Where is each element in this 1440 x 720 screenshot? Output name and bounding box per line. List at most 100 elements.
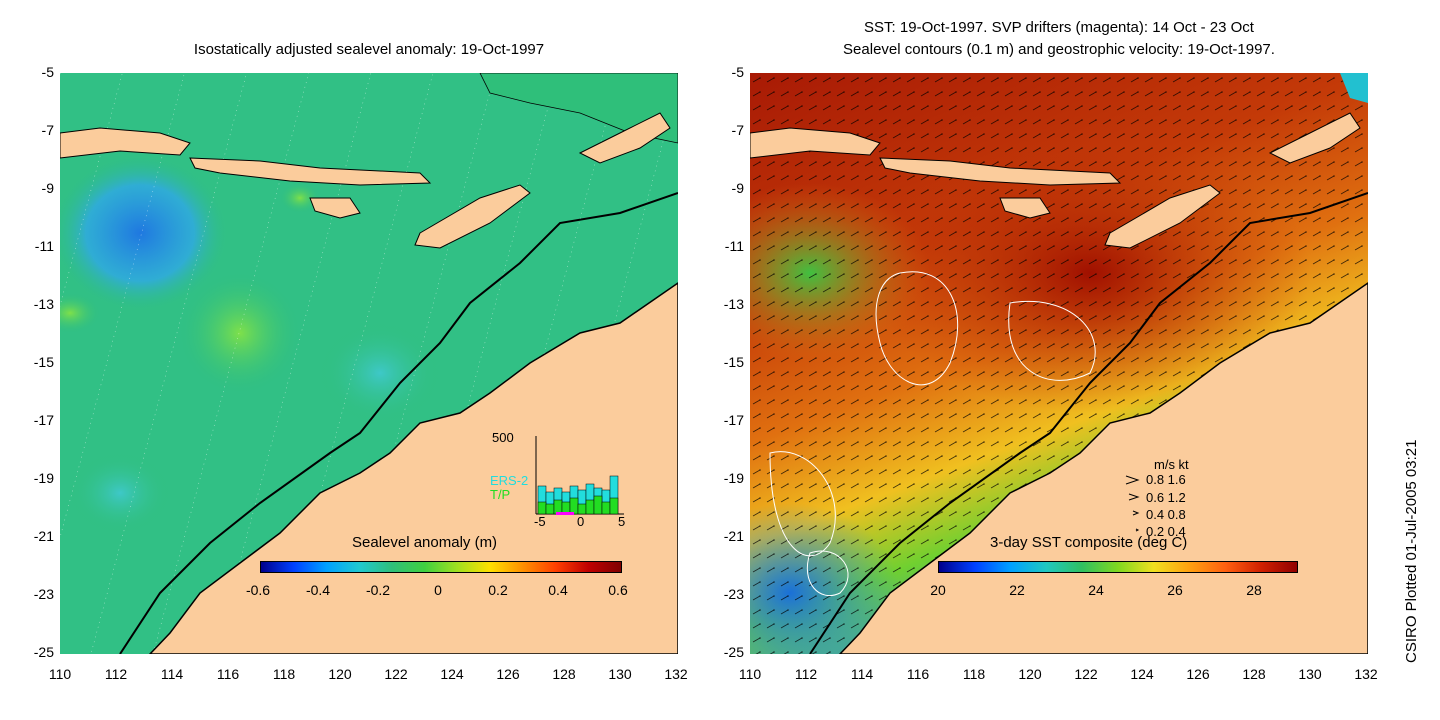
velocity-legend-row: 0.8 1.6: [1146, 472, 1186, 487]
y-tick: -21: [33, 528, 54, 544]
x-tick: 112: [794, 666, 818, 682]
sealevel-contour: [875, 271, 959, 386]
x-tick: 128: [1242, 666, 1266, 682]
colorbar-label: -0.2: [365, 582, 391, 598]
sumba-land: [999, 197, 1051, 219]
sealevel-anomaly-map: [60, 73, 678, 654]
y-tick: -15: [723, 354, 744, 370]
x-tick: 128: [552, 666, 576, 682]
y-tick: -5: [731, 64, 744, 80]
histogram-series-tp: T/P: [490, 487, 511, 502]
y-tick: -15: [33, 354, 54, 370]
velocity-legend-row: 0.4 0.8: [1146, 507, 1186, 522]
timor-land: [414, 184, 531, 249]
y-tick: -11: [724, 238, 744, 254]
x-tick: 112: [104, 666, 128, 682]
colorbar-label: 0.2: [488, 582, 508, 598]
y-tick: -7: [731, 122, 744, 138]
x-tick: 132: [1354, 666, 1378, 682]
nusa-tenggara-land: [189, 157, 432, 186]
sealevel-contour: [806, 550, 849, 597]
y-tick: -23: [723, 586, 744, 602]
nusa-tenggara-land: [879, 157, 1122, 186]
y-tick: -9: [41, 180, 54, 196]
x-tick: 116: [906, 666, 930, 682]
y-tick: -23: [33, 586, 54, 602]
sealevel-contour: [769, 451, 836, 557]
sumba-land: [309, 197, 361, 219]
y-tick: -13: [723, 296, 744, 312]
colorbar-label: -0.4: [305, 582, 331, 598]
shelf-contour: [119, 192, 678, 654]
histogram-x-label: -5: [534, 514, 546, 529]
y-tick: -25: [723, 644, 744, 660]
colorbar-label: 0.6: [608, 582, 628, 598]
colorbar-label: 24: [1088, 582, 1104, 598]
x-tick: 118: [962, 666, 986, 682]
colorbar-title: Sealevel anomaly (m): [352, 534, 498, 551]
velocity-legend-row: 0.6 1.2: [1146, 490, 1186, 505]
x-tick: 114: [160, 666, 184, 682]
shelf-contour: [809, 192, 1368, 654]
sst-panel: SST: 19-Oct-1997. SVP drifters (magenta)…: [700, 0, 1400, 720]
x-tick: 120: [328, 666, 352, 682]
x-tick: 114: [850, 666, 874, 682]
colorbar-label: 22: [1009, 582, 1025, 598]
x-tick: 132: [664, 666, 688, 682]
sst-cloud-gap: [1340, 73, 1368, 103]
sealevel-anomaly-panel: Isostatically adjusted sealevel anomaly:…: [33, 41, 688, 682]
plot-credit: CSIRO Plotted 01-Jul-2005 03:21: [1403, 439, 1420, 663]
y-tick: -9: [731, 180, 744, 196]
velocity-legend-row: 0.2 0.4: [1146, 524, 1186, 539]
y-tick: -13: [33, 296, 54, 312]
colorbar-title: 3-day SST composite (deg C): [990, 534, 1188, 551]
y-tick: -25: [33, 644, 54, 660]
histogram-bars: [535, 436, 624, 515]
velocity-legend-header: m/s kt: [1154, 457, 1189, 472]
colorbar-gradient: [260, 561, 622, 573]
x-tick: 126: [1186, 666, 1210, 682]
left-panel-title: Isostatically adjusted sealevel anomaly:…: [193, 41, 545, 58]
colorbar-label: 0.4: [548, 582, 568, 598]
colorbar-label: 0: [434, 582, 442, 598]
java-bali-land: [750, 127, 881, 159]
y-tick: -19: [723, 470, 744, 486]
flores-sea-islands-land: [1268, 112, 1361, 164]
y-tick: -7: [41, 122, 54, 138]
x-tick: 122: [1074, 666, 1098, 682]
y-tick: -11: [34, 238, 54, 254]
y-tick: -5: [41, 64, 54, 80]
colorbar-label: 26: [1167, 582, 1183, 598]
flores-sea-islands-land: [578, 112, 671, 164]
y-tick: -19: [33, 470, 54, 486]
x-tick: 126: [496, 666, 520, 682]
x-tick: 124: [440, 666, 464, 682]
right-panel-title-line2: Sealevel contours (0.1 m) and geostrophi…: [843, 41, 1275, 58]
x-tick: 110: [738, 666, 762, 682]
colorbar-label: -0.6: [245, 582, 271, 598]
java-bali-land: [60, 127, 191, 159]
y-tick: -21: [723, 528, 744, 544]
histogram-series-ers2: ERS-2: [490, 473, 529, 488]
histogram-x-label: 5: [618, 514, 626, 529]
histogram-y-label: 500: [492, 430, 514, 445]
x-tick: 120: [1018, 666, 1042, 682]
x-tick: 110: [48, 666, 72, 682]
colorbar-label: 28: [1246, 582, 1262, 598]
right-panel-title-line1: SST: 19-Oct-1997. SVP drifters (magenta)…: [864, 19, 1254, 36]
velocity-legend-arrows: [1125, 475, 1140, 532]
colorbar-label: 20: [930, 582, 946, 598]
y-tick: -17: [33, 412, 54, 428]
colorbar-gradient: [938, 561, 1298, 573]
x-tick: 124: [1130, 666, 1154, 682]
histogram-x-label: 0: [577, 514, 585, 529]
x-tick: 118: [272, 666, 296, 682]
x-tick: 130: [1298, 666, 1322, 682]
northern-islands-land: [479, 73, 678, 144]
y-tick: -17: [723, 412, 744, 428]
timor-land: [1104, 184, 1221, 249]
x-tick: 130: [608, 666, 632, 682]
x-tick: 116: [216, 666, 240, 682]
sealevel-contour: [1008, 301, 1096, 381]
x-tick: 122: [384, 666, 408, 682]
